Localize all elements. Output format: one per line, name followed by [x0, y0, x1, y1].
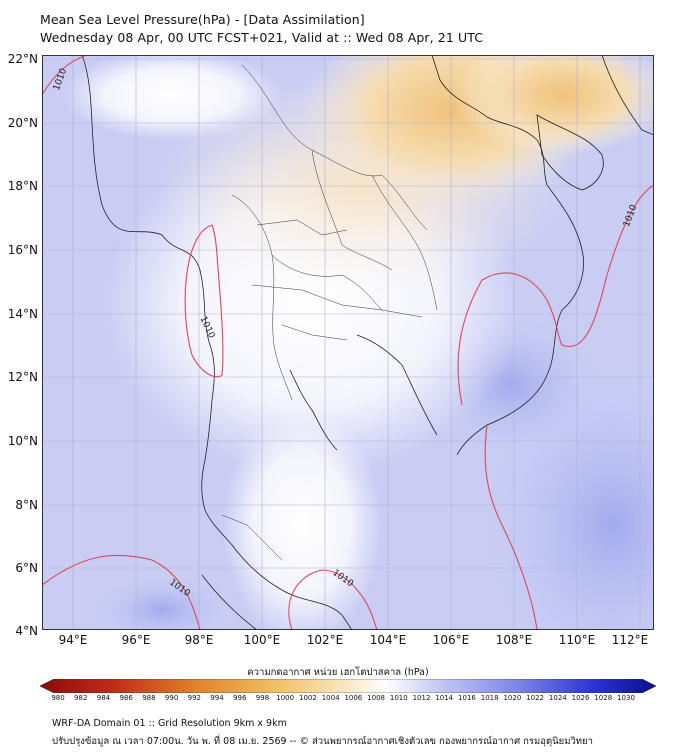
footer-model-info: WRF-DA Domain 01 :: Grid Resolution 9km … — [52, 718, 287, 729]
lat-label: 4°N — [15, 624, 38, 638]
lat-label: 18°N — [7, 179, 38, 193]
lat-label: 12°N — [7, 370, 38, 384]
colorbar-tick-label: 990 — [164, 694, 179, 702]
colorbar-tick-label: 1012 — [412, 694, 431, 702]
colorbar-tick-label: 1008 — [367, 694, 385, 702]
colorbar-tick-label: 1016 — [458, 694, 476, 702]
lon-label: 100°E — [243, 633, 281, 647]
lat-label: 6°N — [15, 561, 38, 575]
lat-label: 22°N — [7, 52, 38, 66]
lon-label: 94°E — [58, 633, 88, 647]
lat-label: 14°N — [7, 307, 38, 321]
chart-subtitle: Wednesday 08 Apr, 00 UTC FCST+021, Valid… — [40, 30, 484, 45]
colorbar-tick-label: 984 — [96, 694, 111, 702]
colorbar-tick-label: 1022 — [526, 694, 545, 702]
colorbar-tick-label: 1006 — [344, 694, 363, 702]
graticule — [42, 55, 654, 630]
lat-label: 10°N — [7, 434, 38, 448]
lat-label: 16°N — [7, 243, 38, 257]
lon-label: 112°E — [611, 633, 649, 647]
colorbar-tick-label: 982 — [74, 694, 88, 702]
colorbar-tick-label: 1002 — [298, 694, 317, 702]
pressure-map: 1010 1010 1010 1010 1010 — [42, 55, 654, 630]
coastlines — [81, 55, 654, 630]
colorbar-tick-label: 1010 — [389, 694, 408, 702]
lon-label: 98°E — [184, 633, 214, 647]
colorbar-tick-label: 1026 — [571, 694, 590, 702]
colorbar-tick-label: 1028 — [594, 694, 613, 702]
lon-label: 110°E — [558, 633, 596, 647]
colorbar-tick-label: 1018 — [480, 694, 499, 702]
lat-label: 20°N — [7, 116, 38, 130]
colorbar-tick-label: 980 — [51, 694, 65, 702]
colorbar-tick-label: 1024 — [548, 694, 567, 702]
admin-borders — [221, 64, 438, 561]
isobars — [42, 55, 654, 630]
footer-credit: ปรับปรุงข้อมูล ณ เวลา 07:00น. วัน พ. ที่… — [52, 736, 593, 747]
colorbar-tick-label: 998 — [255, 694, 270, 702]
lon-label: 102°E — [306, 633, 344, 647]
colorbar-tick-label: 986 — [119, 694, 133, 702]
colorbar-tick-label: 988 — [142, 694, 156, 702]
chart-title: Mean Sea Level Pressure(hPa) - [Data Ass… — [40, 12, 365, 27]
lon-label: 106°E — [432, 633, 470, 647]
lon-label: 96°E — [121, 633, 151, 647]
colorbar-tick-label: 1004 — [321, 694, 340, 702]
colorbar-tick-label: 1014 — [435, 694, 454, 702]
colorbar-title: ความกดอากาศ หน่วย เฮกโตปาสคาล (hPa) — [247, 667, 429, 678]
colorbar-tick-label: 994 — [210, 694, 224, 702]
colorbar-tick-label: 992 — [187, 694, 201, 702]
colorbar-tick-label: 1030 — [617, 694, 635, 702]
map-frame — [42, 55, 654, 630]
lon-label: 104°E — [369, 633, 407, 647]
colorbar-tick-label: 1000 — [276, 694, 295, 702]
lat-label: 8°N — [15, 498, 38, 512]
lon-label: 108°E — [495, 633, 533, 647]
colorbar-tick-label: 1020 — [503, 694, 522, 702]
colorbar-tick-label: 996 — [233, 694, 247, 702]
